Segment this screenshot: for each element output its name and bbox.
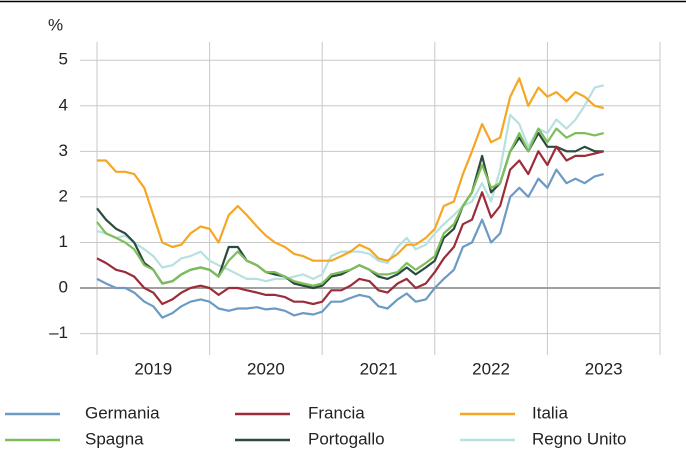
y-tick-label: 2 <box>59 186 68 205</box>
x-tick-label: 2021 <box>360 359 398 378</box>
series-line <box>97 77 604 262</box>
series-line <box>96 168 604 319</box>
x-tick-label: 2023 <box>585 359 623 378</box>
y-tick-label: 3 <box>59 141 68 160</box>
legend-label: Italia <box>532 403 568 422</box>
y-tick-label: 0 <box>59 278 68 297</box>
y-tick-label: 4 <box>59 95 68 114</box>
y-axis-label: % <box>48 15 63 34</box>
x-tick-label: 2019 <box>134 359 172 378</box>
legend-label: Portogallo <box>308 429 385 448</box>
y-tick-label: –1 <box>49 323 68 342</box>
x-tick-label: 2020 <box>247 359 285 378</box>
series-line <box>96 127 604 287</box>
y-tick-label: 1 <box>59 232 68 251</box>
legend-label: Spagna <box>85 429 144 448</box>
series-line <box>96 145 604 306</box>
legend-label: Francia <box>308 403 365 422</box>
x-tick-label: 2022 <box>472 359 510 378</box>
y-tick-label: 5 <box>59 50 68 69</box>
legend-label: Regno Unito <box>532 429 627 448</box>
legend-label: Germania <box>85 403 160 422</box>
